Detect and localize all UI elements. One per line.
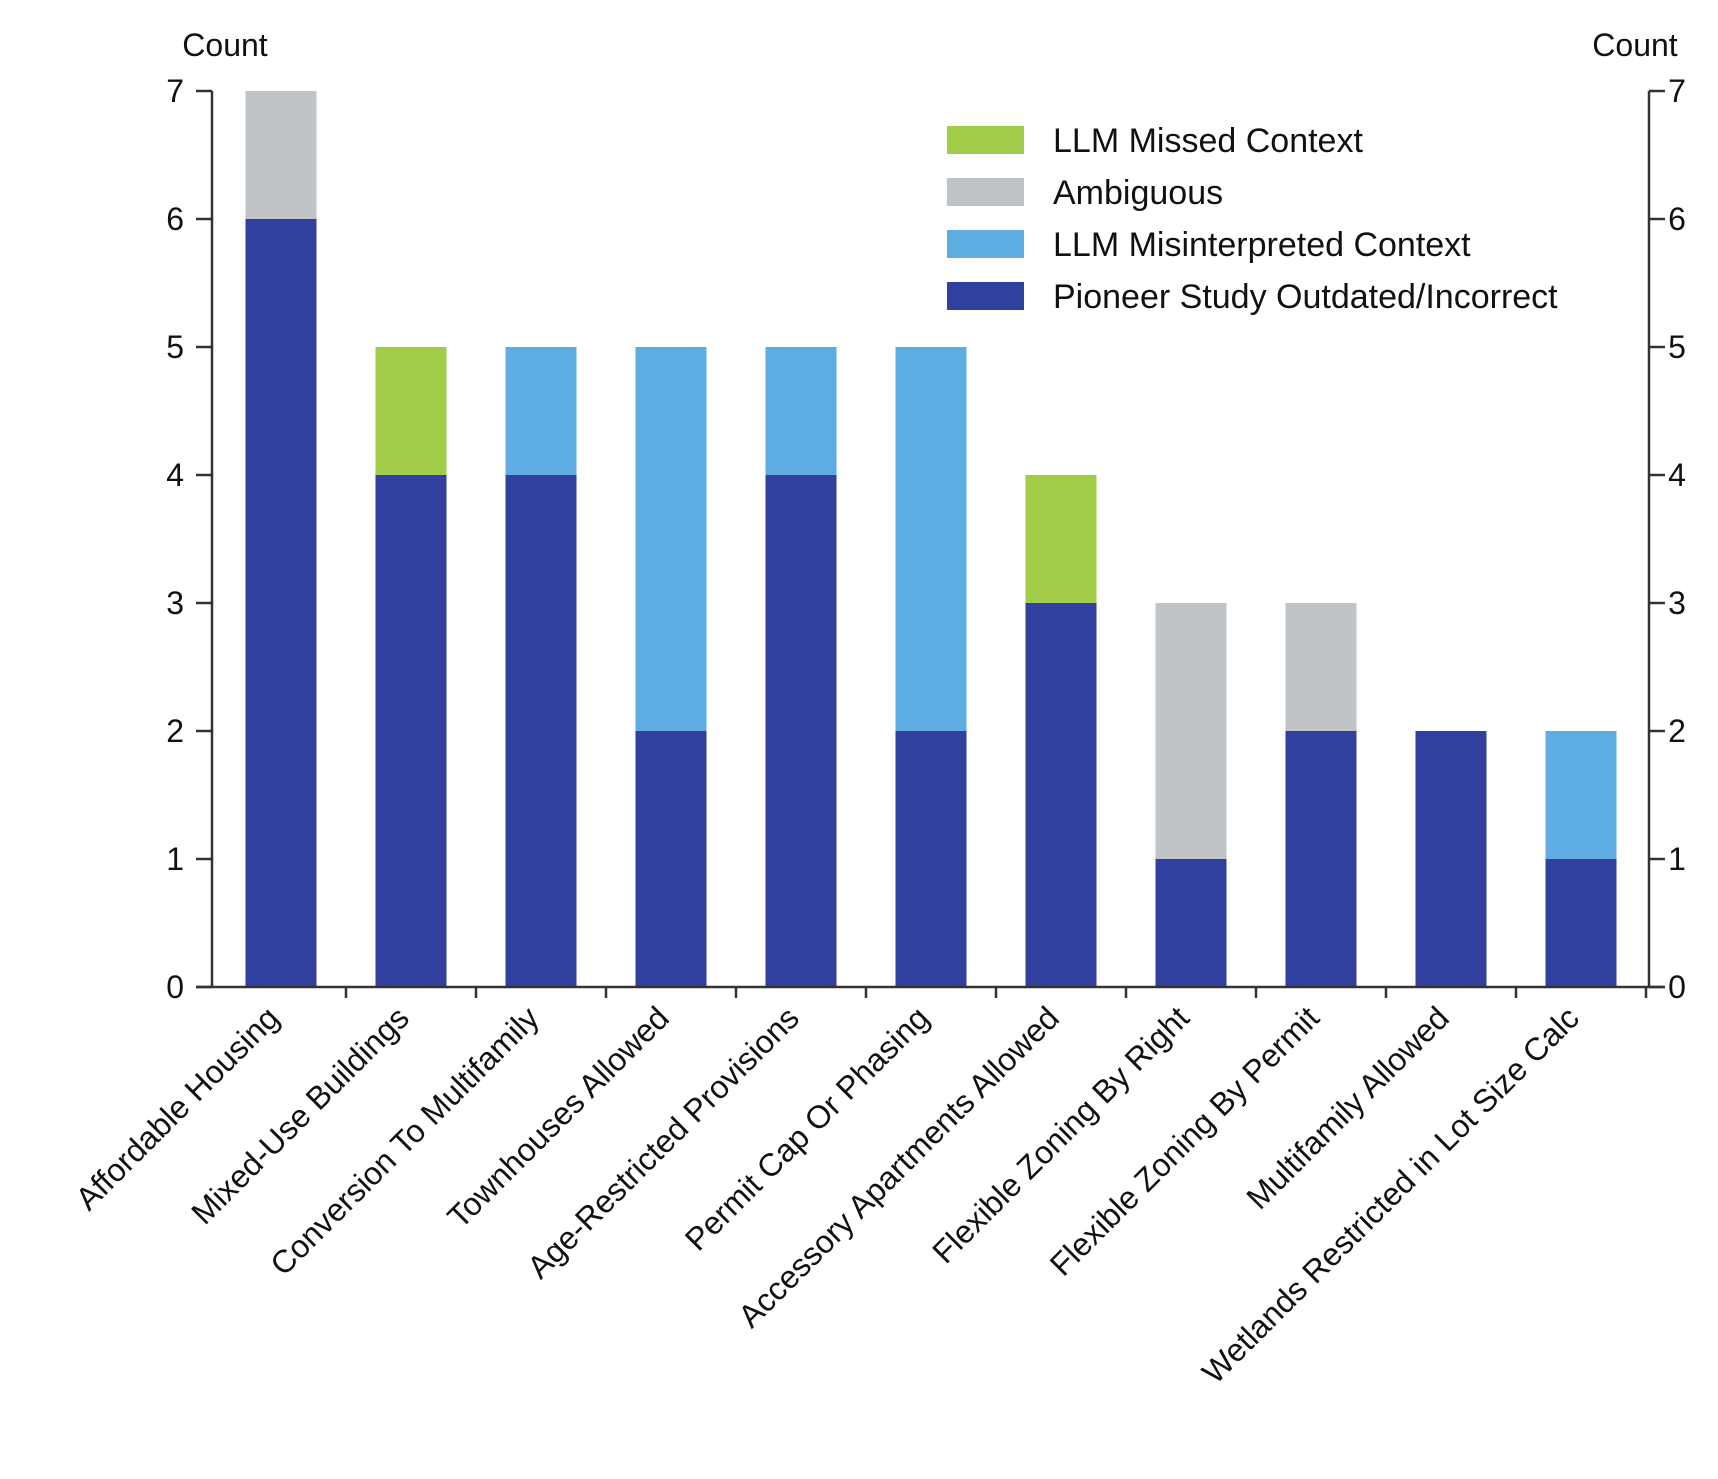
- x-category-label: Permit Cap Or Phasing: [678, 999, 936, 1257]
- right-y-tick-label: 5: [1668, 329, 1686, 365]
- x-category-label: Conversion To Multifamily: [263, 999, 546, 1282]
- x-category-label: Age-Restricted Provisions: [520, 999, 806, 1285]
- bar-wetlands-restricted-in-lot-size-calc-llm-misinterpreted-context: [1545, 731, 1617, 859]
- bar-townhouses-allowed-pioneer-study-outdated-incorrect: [635, 731, 707, 987]
- right-y-tick-label: 3: [1668, 585, 1686, 621]
- bar-age-restricted-provisions-pioneer-study-outdated-incorrect: [765, 475, 837, 987]
- legend-swatch-pioneer-study-outdated-incorrect: [947, 282, 1024, 310]
- bar-conversion-to-multifamily-pioneer-study-outdated-incorrect: [505, 475, 577, 987]
- bar-accessory-apartments-allowed-pioneer-study-outdated-incorrect: [1025, 603, 1097, 987]
- bar-mixed-use-buildings-pioneer-study-outdated-incorrect: [375, 475, 447, 987]
- left-y-tick-label: 6: [166, 201, 184, 237]
- left-y-tick-label: 2: [166, 713, 184, 749]
- bar-affordable-housing-pioneer-study-outdated-incorrect: [245, 219, 317, 987]
- legend-label-pioneer-study-outdated-incorrect: Pioneer Study Outdated/Incorrect: [1053, 278, 1558, 316]
- bar-townhouses-allowed-llm-misinterpreted-context: [635, 347, 707, 731]
- legend-label-llm-missed-context: LLM Missed Context: [1053, 122, 1363, 160]
- right-y-tick-label: 1: [1668, 841, 1686, 877]
- bar-accessory-apartments-allowed-llm-missed-context: [1025, 475, 1097, 603]
- bar-conversion-to-multifamily-llm-misinterpreted-context: [505, 347, 577, 475]
- legend-swatch-ambiguous: [947, 178, 1024, 206]
- left-y-tick-label: 5: [166, 329, 184, 365]
- bar-flexible-zoning-by-right-pioneer-study-outdated-incorrect: [1155, 859, 1227, 987]
- right-y-tick-label: 2: [1668, 713, 1686, 749]
- left-axis-title: Count: [182, 27, 268, 63]
- left-y-tick-label: 3: [166, 585, 184, 621]
- bar-age-restricted-provisions-llm-misinterpreted-context: [765, 347, 837, 475]
- bar-mixed-use-buildings-llm-missed-context: [375, 347, 447, 475]
- bar-wetlands-restricted-in-lot-size-calc-pioneer-study-outdated-incorrect: [1545, 859, 1617, 987]
- bar-multifamily-allowed-pioneer-study-outdated-incorrect: [1415, 731, 1487, 987]
- legend-swatch-llm-misinterpreted-context: [947, 230, 1024, 258]
- right-y-tick-label: 6: [1668, 201, 1686, 237]
- right-axis-title: Count: [1592, 27, 1678, 63]
- x-category-label: Flexible Zoning By Permit: [1043, 999, 1326, 1282]
- right-y-tick-label: 7: [1668, 73, 1686, 109]
- left-y-tick-label: 4: [166, 457, 184, 493]
- x-category-label: Townhouses Allowed: [440, 999, 676, 1235]
- legend: LLM Missed Context Ambiguous LLM Misinterp…: [947, 122, 1558, 316]
- bar-flexible-zoning-by-right-ambiguous: [1155, 603, 1227, 859]
- bar-permit-cap-or-phasing-pioneer-study-outdated-incorrect: [895, 731, 967, 987]
- legend-label-llm-misinterpreted-context: LLM Misinterpreted Context: [1053, 226, 1471, 264]
- bar-permit-cap-or-phasing-llm-misinterpreted-context: [895, 347, 967, 731]
- legend-label-ambiguous: Ambiguous: [1053, 174, 1223, 212]
- right-y-tick-label: 0: [1668, 969, 1686, 1005]
- legend-swatch-llm-missed-context: [947, 126, 1024, 154]
- bar-affordable-housing-ambiguous: [245, 91, 317, 219]
- bar-flexible-zoning-by-permit-ambiguous: [1285, 603, 1357, 731]
- bar-flexible-zoning-by-permit-pioneer-study-outdated-incorrect: [1285, 731, 1357, 987]
- left-y-tick-label: 0: [166, 969, 184, 1005]
- x-category-label: Flexible Zoning By Right: [925, 999, 1196, 1270]
- x-category-label: Mixed-Use Buildings: [184, 999, 416, 1231]
- left-y-tick-label: 1: [166, 841, 184, 877]
- left-y-tick-label: 7: [166, 73, 184, 109]
- bars-layer: [245, 91, 1617, 987]
- right-y-tick-label: 4: [1668, 457, 1686, 493]
